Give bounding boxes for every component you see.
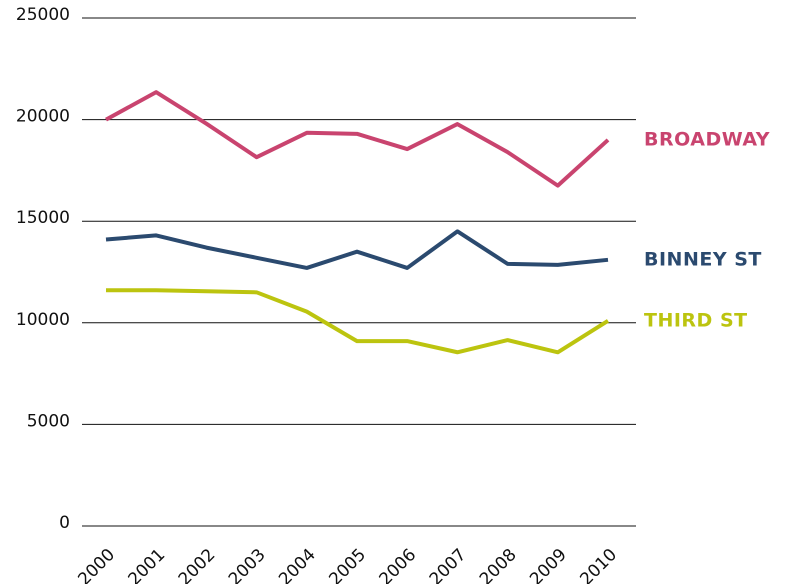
y-tick-label: 20000 (16, 107, 70, 127)
x-tick-label: 2009 (526, 545, 571, 584)
x-tick-label: 2010 (576, 545, 621, 584)
y-tick-label: 10000 (16, 310, 70, 330)
x-tick-label: 2002 (175, 545, 220, 584)
x-tick-label: 2006 (376, 545, 421, 584)
x-tick-label: 2000 (74, 545, 119, 584)
series-line (106, 288, 610, 355)
series-label: THIRD ST (644, 309, 748, 331)
x-tick-label: 2001 (125, 545, 170, 584)
x-tick-label: 2003 (225, 545, 270, 584)
y-tick-label: 5000 (27, 411, 70, 431)
x-tick-label: 2008 (476, 545, 521, 584)
y-tick-label: 25000 (16, 5, 70, 25)
series-line (105, 90, 610, 188)
series-label: BROADWAY (644, 128, 770, 150)
x-tick-label: 2004 (275, 545, 320, 584)
x-tick-label: 2005 (325, 545, 370, 584)
series-label: BINNEY ST (644, 248, 762, 270)
y-tick-label: 15000 (16, 208, 70, 228)
y-tick-label: 0 (59, 513, 70, 533)
x-tick-label: 2007 (426, 545, 471, 584)
series-line (105, 229, 609, 270)
